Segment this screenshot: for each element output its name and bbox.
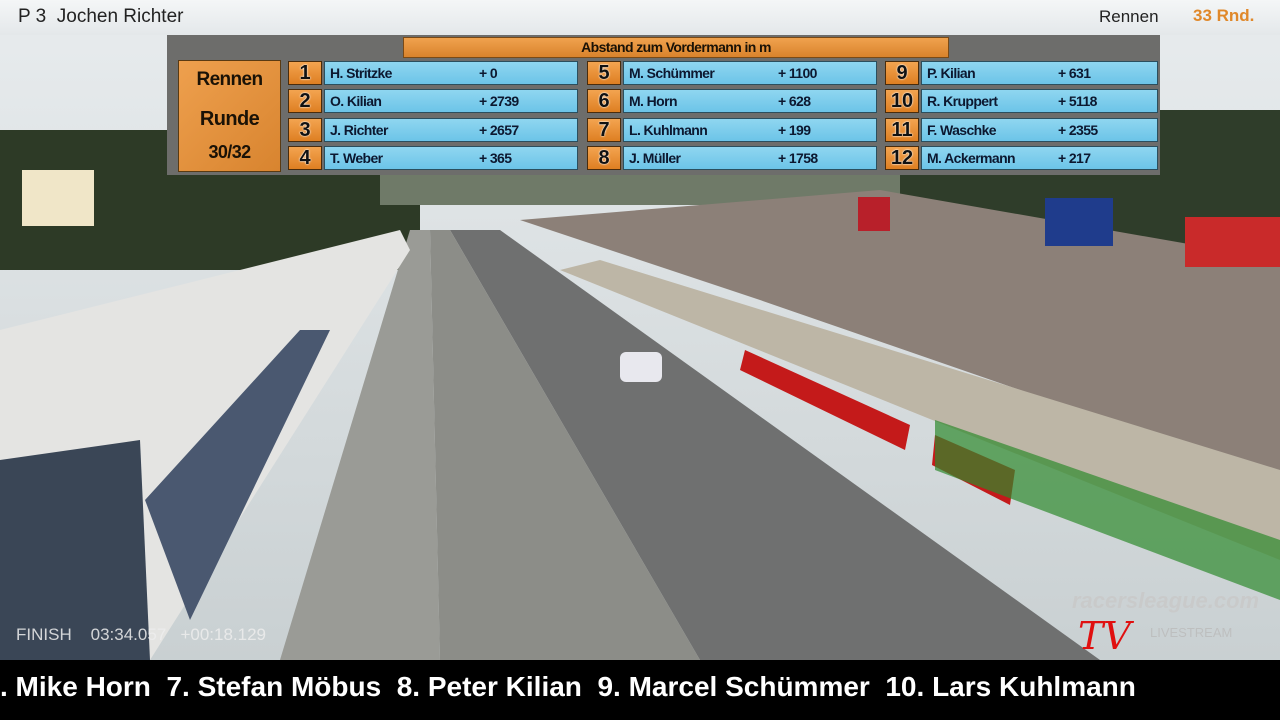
watermark-stream: LIVESTREAM (1150, 625, 1233, 640)
finish-label: FINISH (16, 625, 72, 644)
race-label: Rennen (196, 69, 263, 90)
driver-name: F. Waschke (927, 122, 997, 138)
gap-value: + 628 (778, 93, 811, 109)
gap-value: + 5118 (1058, 93, 1097, 109)
position-number: 6 (587, 89, 621, 113)
gap-value: + 217 (1058, 150, 1091, 166)
standings-row: M. Ackermann + 217 (921, 146, 1158, 170)
gap-value: + 365 (479, 150, 512, 166)
position-number: 3 (288, 118, 322, 142)
watermark-site: racersleague.com (1072, 588, 1260, 613)
race-info-box: Rennen Runde 30/32 (178, 60, 281, 172)
tv-logo: TV (1078, 614, 1131, 658)
gap-value: + 2657 (479, 122, 519, 138)
standings-title: Abstand zum Vordermann in m (403, 37, 949, 58)
lap-count: 33 Rnd. (1193, 6, 1255, 25)
position-number: 11 (885, 118, 919, 142)
position-number: 9 (885, 61, 919, 85)
race-car (620, 352, 662, 382)
grandstand-crowd (520, 190, 1280, 480)
gap-value: + 1758 (778, 150, 818, 166)
gap-value: + 2739 (479, 93, 519, 109)
standings-row: R. Kruppert + 5118 (921, 89, 1158, 113)
position-number: 2 (288, 89, 322, 113)
track (450, 230, 1100, 660)
lap-progress: 30/32 (208, 142, 251, 162)
driver-name: L. Kuhlmann (629, 122, 708, 138)
driver-name: P. Kilian (927, 65, 976, 81)
position-number: 5 (587, 61, 621, 85)
standings-row: T. Weber + 365 (324, 146, 578, 170)
driver-name: J. Richter (330, 122, 388, 138)
driver-name: M. Horn (629, 93, 678, 109)
position-number: 10 (885, 89, 919, 113)
standings-row: H. Stritzke + 0 (324, 61, 578, 85)
standings-row: M. Horn + 628 (623, 89, 877, 113)
standings-row: J. Richter + 2657 (324, 118, 578, 142)
position-number: 7 (587, 118, 621, 142)
finish-readout: FINISH 03:34.057 +00:18.129 (16, 625, 266, 645)
gap-value: + 199 (778, 122, 811, 138)
driver-name: Jochen Richter (56, 6, 184, 27)
driver-position: P 3 Jochen Richter (18, 6, 183, 28)
gap-value: + 0 (479, 65, 498, 81)
driver-name: M. Schümmer (629, 65, 715, 81)
gap-value: + 1100 (778, 65, 817, 81)
finish-delta: +00:18.129 (180, 625, 267, 644)
standings-row: O. Kilian + 2739 (324, 89, 578, 113)
position-number: 12 (885, 146, 919, 170)
standings-row: L. Kuhlmann + 199 (623, 118, 877, 142)
hud-top-bar: P 3 Jochen Richter Rennen 33 Rnd. (0, 0, 1280, 35)
session-label: Rennen (1099, 7, 1159, 26)
position-number: 4 (288, 146, 322, 170)
driver-name: M. Ackermann (927, 150, 1016, 166)
gap-value: + 2355 (1058, 122, 1098, 138)
standings-row: M. Schümmer + 1100 (623, 61, 877, 85)
driver-name: J. Müller (629, 150, 681, 166)
position-number: 1 (288, 61, 322, 85)
position: P 3 (18, 6, 47, 27)
driver-name: H. Stritzke (330, 65, 392, 81)
finish-time: 03:34.057 (90, 625, 167, 644)
lap-label: Runde (199, 108, 260, 130)
results-ticker: . Mike Horn 7. Stefan Möbus 8. Peter Kil… (0, 660, 1280, 720)
position-number: 8 (587, 146, 621, 170)
standings-row: J. Müller + 1758 (623, 146, 877, 170)
driver-name: R. Kruppert (927, 93, 998, 109)
gap-value: + 631 (1058, 65, 1091, 81)
standings-row: F. Waschke + 2355 (921, 118, 1158, 142)
driver-name: O. Kilian (330, 93, 382, 109)
driver-name: T. Weber (330, 150, 383, 166)
standings-row: P. Kilian + 631 (921, 61, 1158, 85)
